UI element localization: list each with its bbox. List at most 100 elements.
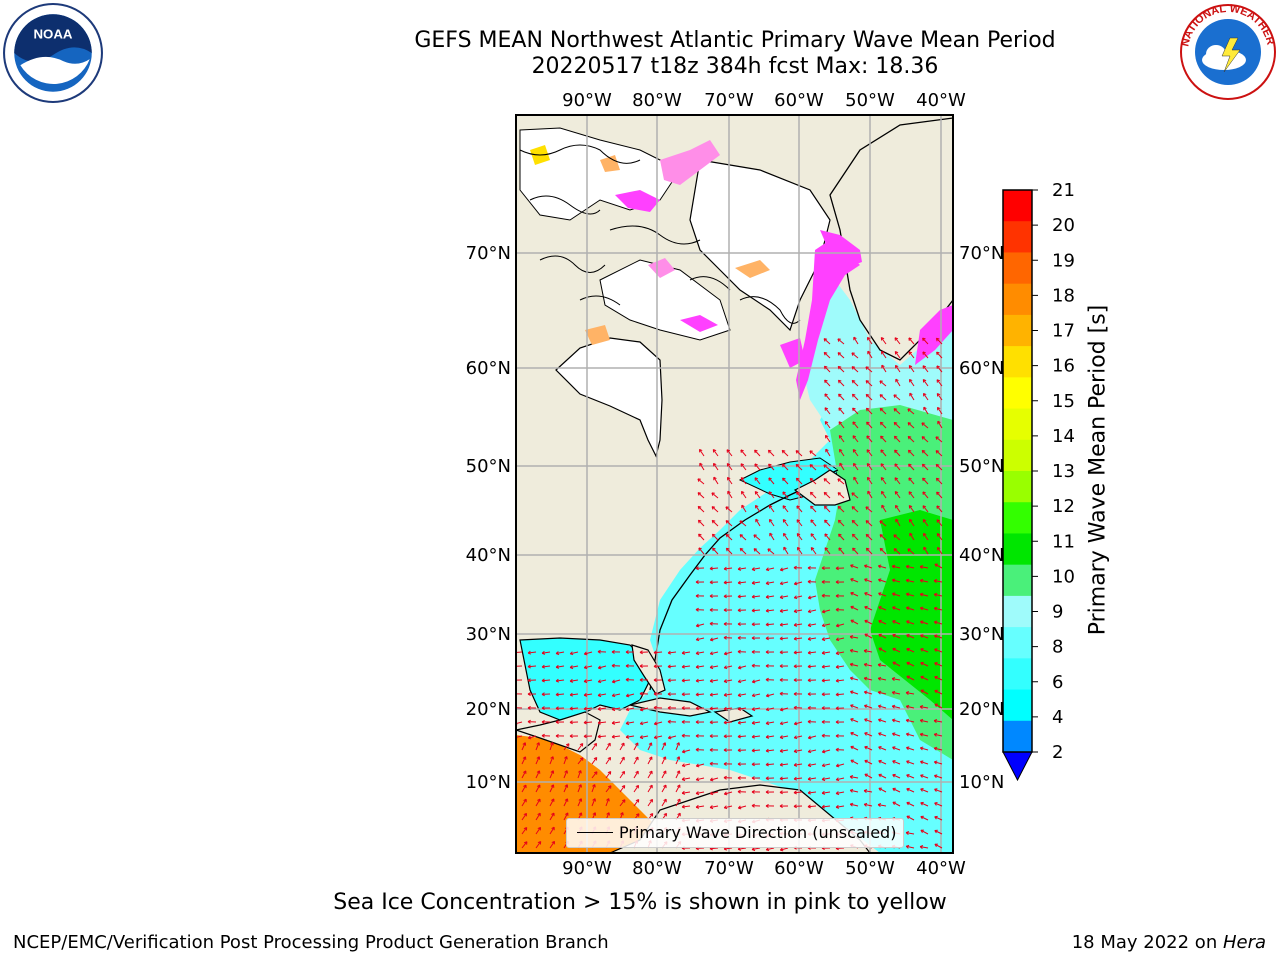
wave-arrow-head xyxy=(723,692,728,697)
wave-arrow xyxy=(893,394,901,401)
wave-arrow xyxy=(739,520,747,527)
lat-label-right: 50°N xyxy=(959,456,1004,477)
wave-arrow-head xyxy=(907,408,911,412)
wave-arrow-head xyxy=(537,826,541,831)
wave-arrow xyxy=(878,634,887,639)
wave-arrow-head xyxy=(852,421,856,425)
wave-arrow xyxy=(626,707,635,711)
wave-arrow xyxy=(740,477,747,485)
wave-arrow xyxy=(807,665,817,668)
wave-arrow-head xyxy=(611,649,615,654)
wave-arrow xyxy=(852,407,859,415)
colorbar-tick-label: 19 xyxy=(1052,250,1075,271)
wave-arrow-head xyxy=(835,651,840,656)
wave-arrow xyxy=(794,623,803,626)
wave-arrow-head xyxy=(536,742,540,746)
wave-arrow-head xyxy=(893,394,897,398)
newfoundland xyxy=(793,469,851,506)
colorbar-segment xyxy=(1003,689,1032,722)
wave-arrow-head xyxy=(919,578,924,583)
wave-arrow-head xyxy=(922,505,927,509)
wave-arrow-head xyxy=(908,505,913,509)
wave-arrow-head xyxy=(852,547,856,552)
wave-arrow-head xyxy=(667,664,671,669)
wave-arrow xyxy=(711,492,719,499)
wave-arrow xyxy=(521,827,528,835)
wave-arrow-head xyxy=(564,756,568,760)
wave-arrow-head xyxy=(935,463,940,468)
wave-arrow xyxy=(584,693,593,696)
wave-arrow-head xyxy=(835,593,839,598)
wave-arrow xyxy=(850,732,859,737)
wave-arrow-head xyxy=(751,803,755,808)
wave-arrow xyxy=(934,593,943,597)
wave-arrow-head xyxy=(851,506,856,510)
wave-arrow xyxy=(765,623,775,626)
wave-arrow xyxy=(796,491,803,499)
wave-arrow xyxy=(661,798,667,807)
wave-arrow-head xyxy=(737,789,741,794)
wave-arrow-head xyxy=(779,636,783,641)
wave-arrow-head xyxy=(923,406,927,411)
wave-arrow xyxy=(633,756,639,765)
wave-arrow-head xyxy=(850,564,854,568)
wave-arrow-head xyxy=(866,463,871,467)
wave-arrow xyxy=(822,665,831,668)
wave-arrow-head xyxy=(867,490,871,495)
legend-label: Primary Wave Direction (unscaled) xyxy=(619,823,897,842)
wave-arrow-head xyxy=(823,478,828,482)
wave-arrow xyxy=(893,534,901,541)
wave-arrow xyxy=(850,803,859,807)
wave-arrow-head xyxy=(648,756,653,760)
wave-arrow xyxy=(695,693,705,696)
wave-arrow xyxy=(661,756,666,765)
baffin-bay-area xyxy=(689,159,831,332)
wave-arrow xyxy=(808,651,817,654)
wave-arrow-head xyxy=(793,735,798,740)
wave-arrow xyxy=(934,830,943,835)
wave-arrow-head xyxy=(698,547,702,551)
wave-arrow xyxy=(675,770,680,779)
wave-arrow xyxy=(808,763,817,766)
wave-arrow-head xyxy=(723,580,727,585)
wave-arrow-head xyxy=(905,564,910,569)
wave-arrow-head xyxy=(906,746,910,751)
wave-arrow-head xyxy=(880,435,884,440)
wave-arrow-head xyxy=(625,721,630,726)
wave-arrow-head xyxy=(639,721,644,726)
wave-arrow-head xyxy=(892,620,896,624)
wave-arrow-head xyxy=(793,749,798,754)
wave-arrow-head xyxy=(522,756,527,760)
wave-arrow xyxy=(851,352,859,359)
wave-arrow-head xyxy=(713,476,717,481)
wave-arrow-head xyxy=(751,636,755,641)
wave-arrow-head xyxy=(864,704,868,709)
wave-arrow-head xyxy=(737,635,741,640)
wave-arrow xyxy=(864,718,873,723)
wave-arrow-head xyxy=(863,802,868,807)
wave-arrow-head xyxy=(709,791,714,796)
wave-arrow-head xyxy=(892,801,896,806)
wave-arrow-head xyxy=(667,735,672,740)
wave-arrow-head xyxy=(810,505,814,510)
wave-arrow-head xyxy=(527,735,532,740)
wave-arrow xyxy=(741,504,747,513)
wave-arrow-head xyxy=(934,648,938,652)
wave-arrow xyxy=(936,477,943,485)
wave-arrow-head xyxy=(765,608,770,613)
wave-arrow-head xyxy=(934,815,938,820)
wave-arrow xyxy=(878,579,887,583)
wave-arrow-head xyxy=(867,350,871,355)
nws-logo: NATIONAL WEATHER SERVICE xyxy=(1178,2,1277,100)
wave-arrow xyxy=(739,548,747,555)
wave-arrow-head xyxy=(737,706,742,711)
footer-machine: Hera xyxy=(1222,932,1266,953)
wave-arrow xyxy=(907,436,915,443)
wave-arrow xyxy=(725,520,733,527)
wave-arrow-head xyxy=(527,678,531,683)
wave-arrow xyxy=(711,520,719,527)
wave-arrow xyxy=(766,567,775,571)
wave-arrow-head xyxy=(765,636,769,641)
wave-arrow-head xyxy=(695,623,700,628)
wave-arrow xyxy=(697,478,705,485)
